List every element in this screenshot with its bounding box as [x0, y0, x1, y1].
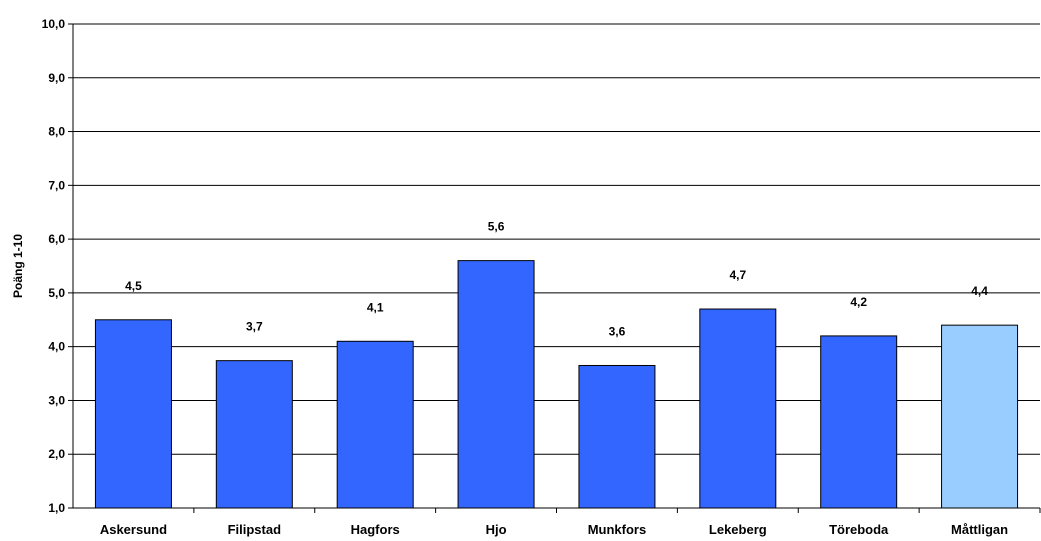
- value-label: 4,2: [850, 295, 867, 309]
- x-tick-label: Lekeberg: [709, 522, 767, 537]
- x-tick-label: Askersund: [100, 522, 167, 537]
- y-tick-label: 6,0: [48, 232, 65, 246]
- y-axis-title: Poäng 1-10: [11, 234, 25, 298]
- x-tick-label: Filipstad: [228, 522, 282, 537]
- value-label: 4,1: [367, 300, 384, 314]
- bar-lekeberg: [699, 308, 777, 509]
- y-tick-label: 2,0: [48, 447, 65, 461]
- bar-måttligan: [941, 324, 1019, 509]
- value-label: 3,7: [246, 320, 263, 334]
- y-axis-ticks: 1,0 2,0 3,0 4,0 5,0 6,0 7,0 8,0 9,0 10,0: [42, 17, 73, 515]
- bar-munkfors: [578, 364, 656, 509]
- y-tick-label: 7,0: [48, 178, 65, 192]
- bar-filipstad: [215, 360, 293, 509]
- x-tick-label: Hjo: [486, 522, 507, 537]
- value-label: 3,6: [609, 324, 626, 338]
- bar-töreboda: [820, 335, 898, 509]
- y-tick-label: 10,0: [42, 17, 66, 31]
- value-label: 4,4: [971, 284, 988, 298]
- bar-askersund: [94, 319, 172, 509]
- y-tick-label: 9,0: [48, 71, 65, 85]
- bars: [94, 260, 1019, 509]
- x-axis-labels: Askersund Filipstad Hagfors Hjo Munkfors Leke…: [100, 508, 1041, 537]
- y-tick-label: 8,0: [48, 125, 65, 139]
- y-tick-label: 4,0: [48, 340, 65, 354]
- value-label: 4,5: [125, 279, 142, 293]
- x-tick-label: Hagfors: [351, 522, 400, 537]
- value-labels: 4,5 3,7 4,1 5,6 3,6 4,7 4,2 4,4: [125, 220, 988, 339]
- x-tick-label: Töreboda: [829, 522, 889, 537]
- x-tick-label: Måttligan: [951, 522, 1008, 537]
- x-tick-label: Munkfors: [588, 522, 647, 537]
- y-tick-label: 1,0: [48, 501, 65, 515]
- bar-hjo: [457, 260, 535, 509]
- value-label: 5,6: [488, 220, 505, 234]
- y-tick-label: 3,0: [48, 393, 65, 407]
- bar-hagfors: [336, 340, 414, 509]
- y-tick-label: 5,0: [48, 286, 65, 300]
- value-label: 4,7: [729, 268, 746, 282]
